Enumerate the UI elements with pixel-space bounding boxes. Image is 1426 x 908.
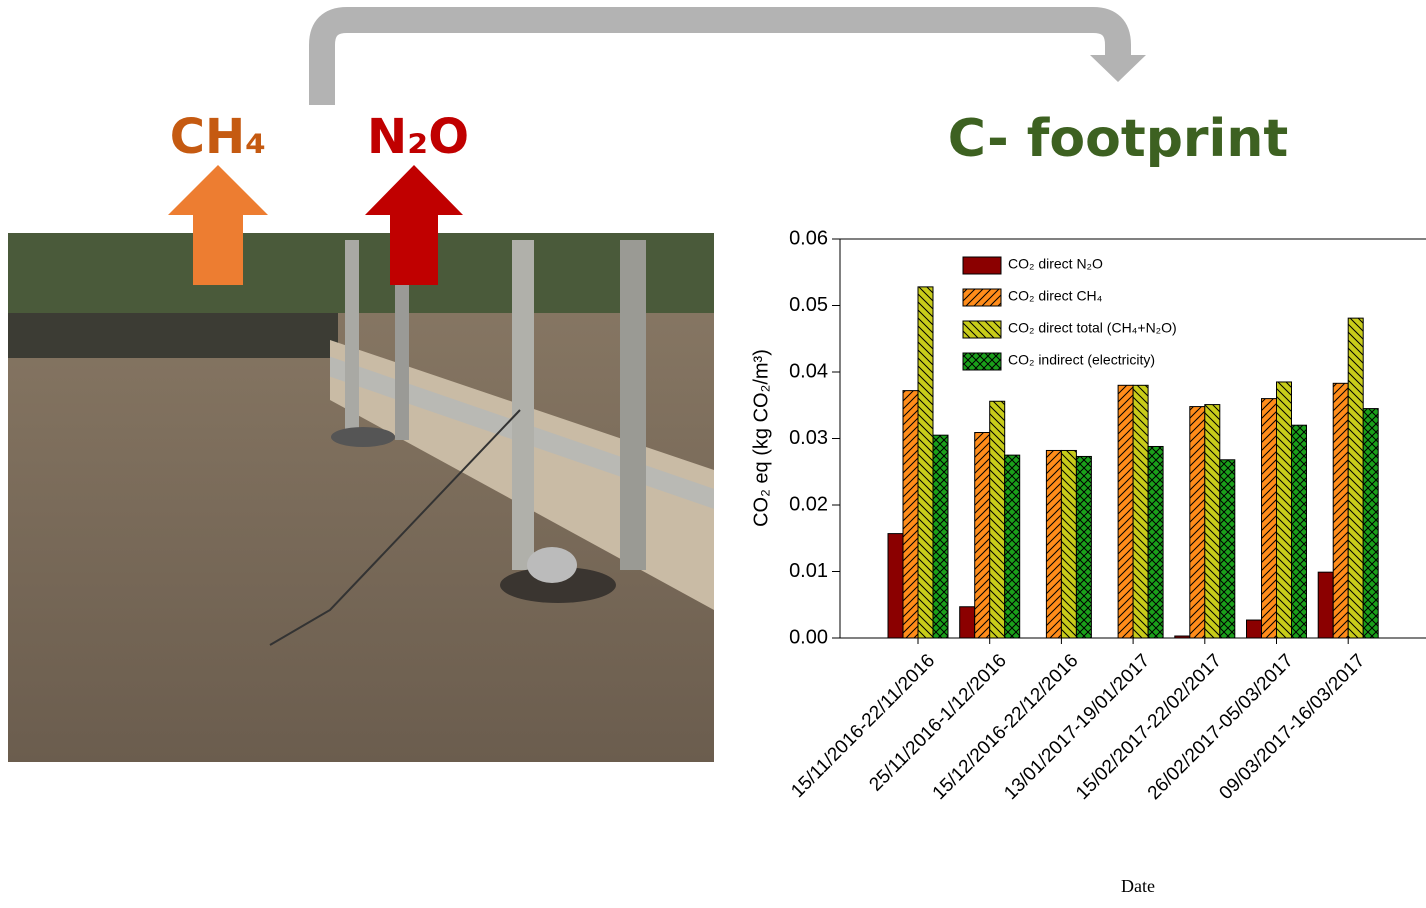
x-axis-label: Date [1121, 876, 1155, 896]
result-label: C- footprint [948, 109, 1289, 169]
y-tick-label: 0.05 [789, 294, 828, 316]
bar [888, 534, 903, 638]
page: {"labels": {"gas_1": "CH₄", "gas_2": "N₂… [0, 0, 1426, 903]
y-tick-label: 0.03 [789, 427, 828, 449]
legend-swatch [963, 353, 1001, 370]
y-tick-label: 0.01 [789, 560, 828, 582]
bar [918, 287, 933, 638]
bar [1076, 456, 1091, 638]
x-tick-label: 15/12/2016-22/12/2016 [929, 650, 1083, 804]
flow-arrow [322, 20, 1118, 105]
gas-label: N₂O [367, 109, 469, 165]
bar [1148, 446, 1163, 638]
bar [1363, 409, 1378, 638]
bar [1333, 383, 1348, 638]
legend-label: CO₂ direct total (CH₄+N₂O) [1008, 320, 1177, 336]
bar [1348, 318, 1363, 638]
figure: CH₄ N₂O C- footprint CO₂ eq (kg CO₂/m³) … [0, 0, 1426, 903]
bar [1005, 455, 1020, 638]
legend-swatch [963, 289, 1001, 306]
x-tick-label: 15/02/2017-22/02/2017 [1072, 650, 1226, 804]
bar [1205, 405, 1220, 638]
x-tick-label: 15/11/2016-22/11/2016 [787, 650, 939, 802]
bar [933, 435, 948, 638]
legend-label: CO₂ direct CH₄ [1008, 288, 1103, 304]
bar [1318, 572, 1333, 638]
x-tick-label: 09/03/2017-16/03/2017 [1215, 650, 1369, 804]
flow-arrow-head [1090, 55, 1146, 82]
gas-label: CH₄ [170, 109, 266, 165]
bar [990, 401, 1005, 638]
bar [1277, 382, 1292, 638]
y-tick-label: 0.04 [789, 360, 828, 382]
y-tick-label: 0.06 [789, 227, 828, 249]
y-tick-label: 0.00 [789, 626, 828, 648]
bar [1046, 450, 1061, 638]
bar [1262, 399, 1277, 638]
y-tick-label: 0.02 [789, 493, 828, 515]
bar [1190, 407, 1205, 638]
x-tick-label: 26/02/2017-05/03/2017 [1144, 650, 1298, 804]
chart: CO₂ eq (kg CO₂/m³) Date 0.00 0.01 0.02 0.03… [750, 227, 1426, 896]
bar [1175, 636, 1190, 638]
bar [1133, 385, 1148, 638]
y-axis-label: CO₂ eq (kg CO₂/m³) [750, 349, 772, 527]
bar [960, 607, 975, 638]
bar [1061, 450, 1076, 638]
legend-swatch [963, 257, 1001, 274]
x-tick-label: 13/01/2017-19/01/2017 [1000, 650, 1154, 804]
photo [8, 233, 714, 762]
bar [1292, 425, 1307, 638]
bar [1220, 460, 1235, 638]
bar [903, 391, 918, 638]
legend-swatch [963, 321, 1001, 338]
bar [1118, 385, 1133, 638]
legend-label: CO₂ indirect (electricity) [1008, 352, 1155, 368]
bar [1247, 620, 1262, 638]
legend-label: CO₂ direct N₂O [1008, 256, 1103, 272]
x-tick-label: 25/11/2016-1/12/2016 [865, 650, 1010, 795]
bar [975, 433, 990, 638]
